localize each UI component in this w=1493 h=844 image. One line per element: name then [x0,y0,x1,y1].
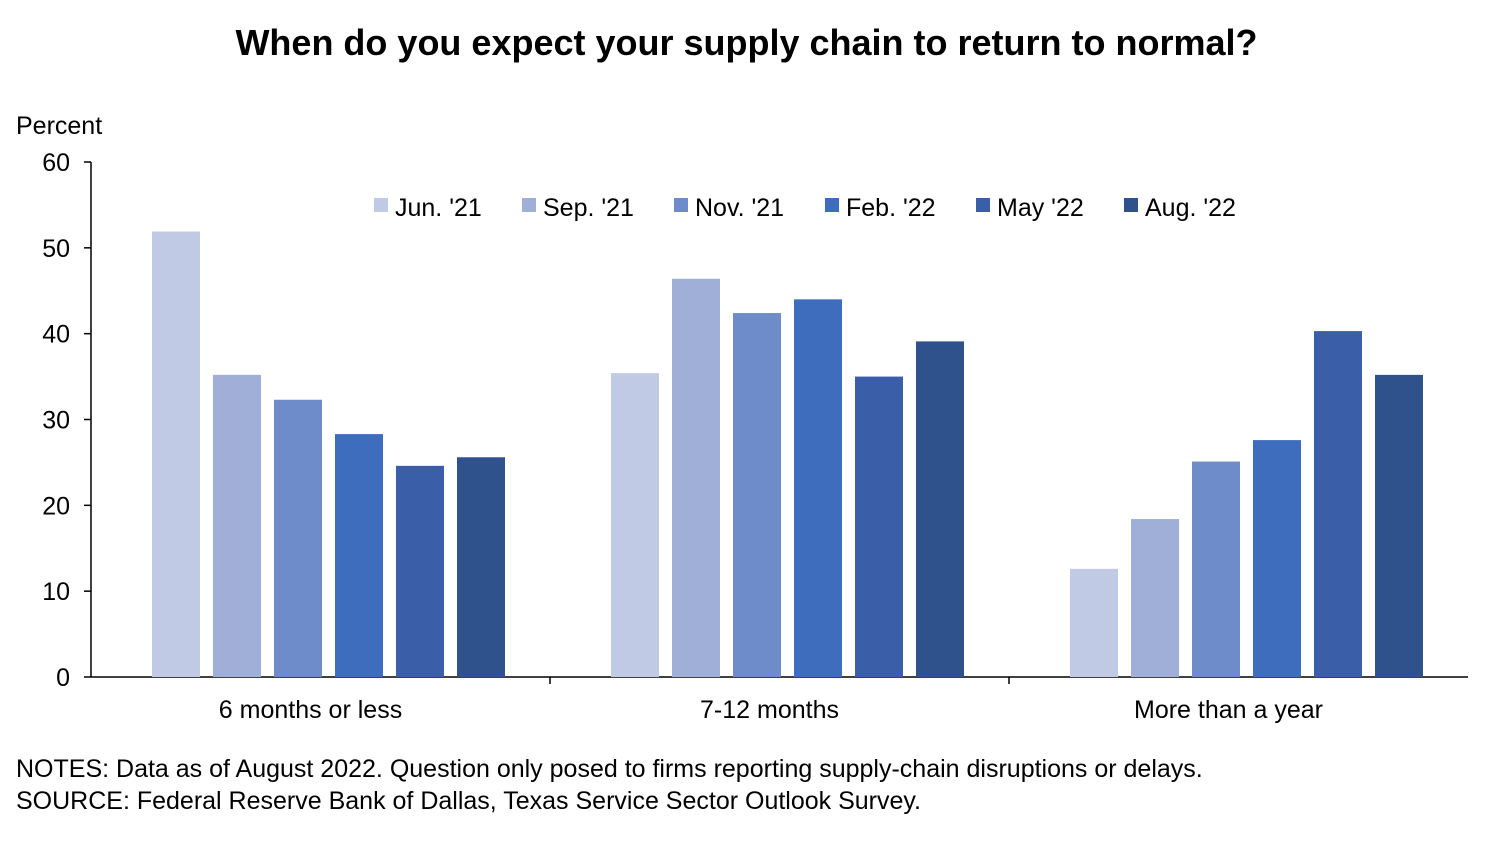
bar [274,399,322,677]
y-tick-label: 50 [42,235,70,263]
y-tick-label: 0 [56,664,70,692]
bar [1131,519,1179,677]
bar [855,376,903,677]
bar [457,457,505,677]
legend-swatch [976,198,990,212]
legend-swatch [825,198,839,212]
y-tick-label: 40 [42,321,70,349]
legend-label: Feb. '22 [846,194,936,222]
legend-swatch [1124,198,1138,212]
legend-label: Nov. '21 [695,194,784,222]
bar [611,373,659,677]
legend-swatch [374,198,388,212]
chart-title: When do you expect your supply chain to … [235,22,1258,63]
bar [213,374,261,677]
x-tick-label: More than a year [1134,696,1323,724]
y-tick-label: 30 [42,407,70,435]
notes-text: NOTES: Data as of August 2022. Question … [16,755,1203,783]
legend-label: Aug. '22 [1145,194,1236,222]
bar [152,231,200,677]
source-text: SOURCE: Federal Reserve Bank of Dallas, … [16,787,921,815]
y-tick-label: 20 [42,492,70,520]
bar [733,313,781,677]
bar [396,465,444,677]
bar [1070,568,1118,677]
legend-label: Jun. '21 [395,194,482,222]
y-tick-label: 60 [42,149,70,177]
bar [1253,440,1301,677]
legend-label: May '22 [997,194,1084,222]
bar [335,434,383,677]
legend-swatch [522,198,536,212]
bar [794,299,842,677]
bar [672,278,720,677]
y-tick-label: 10 [42,578,70,606]
y-axis-label: Percent [16,112,102,140]
bar [1314,331,1362,677]
bar [1375,374,1423,677]
x-tick-label: 7-12 months [700,696,839,724]
legend-swatch [674,198,688,212]
legend-label: Sep. '21 [543,194,634,222]
bar [916,341,964,677]
bar [1192,461,1240,677]
x-tick-label: 6 months or less [219,696,402,724]
